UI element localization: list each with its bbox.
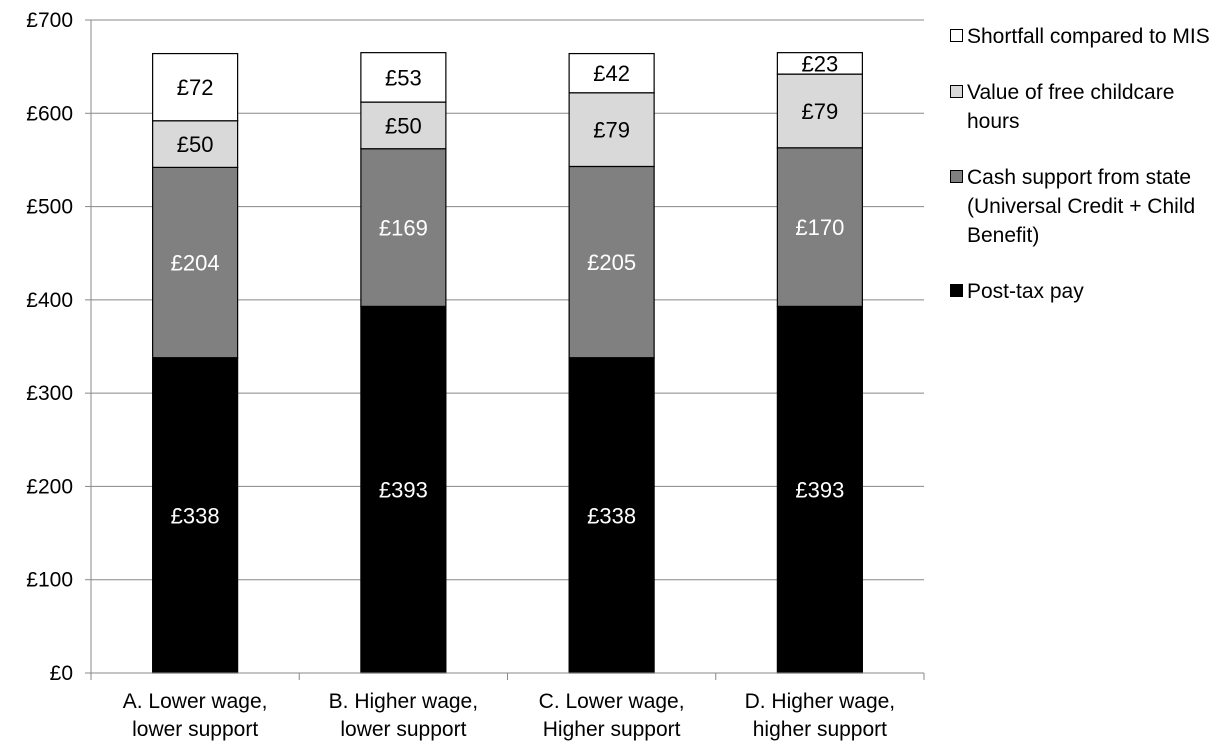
- data-label: £72: [177, 75, 214, 100]
- bar-segment: [568, 92, 655, 168]
- legend-label: Cash support from state (Universal Credi…: [967, 166, 1196, 247]
- x-category-label: higher support: [753, 718, 887, 741]
- legend-label: Value of free childcare hours: [967, 81, 1175, 133]
- y-tick-labels: £0 £100 £200 £300 £400 £500 £600 £700: [26, 9, 73, 685]
- y-tick-label: £500: [26, 196, 73, 219]
- x-category-label: A. Lower wage,: [123, 690, 268, 713]
- bar-segment: [776, 147, 863, 307]
- legend-label: Shortfall compared to MIS: [967, 25, 1210, 48]
- legend-item: Shortfall compared to MIS: [950, 22, 1226, 51]
- data-label: £169: [379, 216, 428, 241]
- legend-item: Value of free childcare hours: [950, 78, 1226, 136]
- data-label: £42: [593, 61, 630, 86]
- legend-swatch: [950, 29, 963, 42]
- data-label: £50: [385, 113, 422, 138]
- bar-segment: [152, 52, 239, 122]
- bar-segment: [360, 305, 447, 674]
- y-tick-label: £400: [26, 289, 73, 312]
- x-category-label: B. Higher wage,: [329, 690, 478, 713]
- x-category-labels: A. Lower wage, lower support B. Higher wag…: [123, 690, 895, 741]
- bar-segment: [360, 101, 447, 150]
- legend-label: Post-tax pay: [967, 280, 1084, 303]
- bar-segment: [776, 52, 863, 75]
- y-tick-label: £0: [50, 662, 73, 685]
- data-label: £205: [587, 250, 636, 275]
- legend-item: Cash support from state (Universal Credi…: [950, 163, 1226, 250]
- data-label: £50: [177, 132, 214, 157]
- legend-swatch: [950, 284, 963, 297]
- data-label: £79: [802, 99, 839, 124]
- legend-swatch: [950, 170, 963, 183]
- y-tick-label: £600: [26, 102, 73, 125]
- y-tick-label: £300: [26, 382, 73, 405]
- data-label: £79: [593, 118, 630, 143]
- legend-swatch: [950, 85, 963, 98]
- axes: [90, 20, 925, 680]
- data-label: £393: [795, 478, 844, 503]
- bar-segment: [568, 165, 655, 359]
- legend: Shortfall compared to MIS Value of free c…: [950, 22, 1226, 333]
- bars: £338 £204 £50 £72 £393 £169 £50 £53 £338 £205 £79 £…: [152, 51, 863, 674]
- y-tick-label: £700: [26, 9, 73, 32]
- data-label: £338: [171, 503, 220, 528]
- data-label: £393: [379, 478, 428, 503]
- data-label: £23: [802, 51, 839, 76]
- bar-segment: [360, 52, 447, 103]
- legend-item: Post-tax pay: [950, 277, 1226, 306]
- x-category-label: D. Higher wage,: [745, 690, 896, 713]
- data-label: £53: [385, 65, 422, 90]
- bar-segment: [776, 73, 863, 149]
- bar-segment: [568, 52, 655, 94]
- bar-segment: [568, 357, 655, 674]
- x-category-label: C. Lower wage,: [539, 690, 685, 713]
- y-tick-label: £200: [26, 475, 73, 498]
- data-label: £170: [795, 215, 844, 240]
- x-category-label: lower support: [340, 718, 466, 741]
- y-tick-label: £100: [26, 569, 73, 592]
- x-category-label: lower support: [132, 718, 258, 741]
- bar-segment: [360, 148, 447, 307]
- data-label: £204: [171, 251, 220, 276]
- data-label: £338: [587, 503, 636, 528]
- bar-segment: [776, 305, 863, 674]
- x-category-label: Higher support: [543, 718, 681, 741]
- bar-segment: [152, 357, 239, 674]
